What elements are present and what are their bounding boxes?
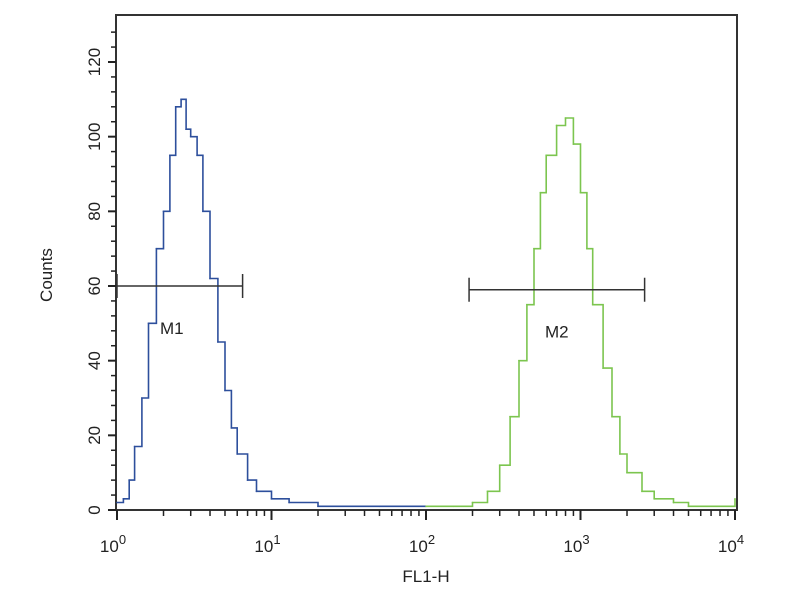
tick-base: 10 <box>409 537 428 556</box>
data-point <box>270 498 273 500</box>
data-point <box>452 505 455 508</box>
tick-base: 10 <box>718 537 737 556</box>
tick-base: 10 <box>100 537 119 556</box>
data-point <box>572 143 575 145</box>
data-point <box>122 498 125 500</box>
tick-base: 10 <box>254 537 273 556</box>
x-tick-label: 104 <box>718 532 744 556</box>
data-point <box>255 490 258 493</box>
y-tick-label: 20 <box>85 426 104 445</box>
data-point <box>116 501 118 504</box>
data-point <box>155 247 158 250</box>
y-tick-label: 80 <box>85 202 104 221</box>
marker-label: M2 <box>545 323 569 342</box>
data-point <box>672 501 675 504</box>
y-tick-label: 40 <box>85 351 104 370</box>
data-point <box>555 124 558 127</box>
data-point <box>498 464 501 467</box>
data-point <box>619 453 621 455</box>
tick-exponent: 1 <box>273 532 280 547</box>
x-axis-label: FL1-H <box>402 567 449 586</box>
data-point <box>185 128 187 130</box>
data-point <box>734 498 736 500</box>
data-point <box>209 277 211 280</box>
data-point <box>509 415 511 418</box>
plot-frame <box>115 14 738 511</box>
data-point <box>128 479 131 481</box>
data-point <box>591 303 594 306</box>
data-point <box>162 210 165 213</box>
data-point <box>224 389 226 392</box>
tick-exponent: 3 <box>582 532 589 547</box>
x-tick-label: 102 <box>409 532 435 556</box>
series-group <box>116 98 736 508</box>
data-point <box>579 191 582 194</box>
data-point <box>486 490 489 493</box>
data-point <box>236 453 239 455</box>
data-point <box>653 498 656 500</box>
marker-group: M1 M2 <box>116 274 646 342</box>
data-point <box>169 154 171 157</box>
x-tick-label: 103 <box>563 532 589 556</box>
y-tick-label: 60 <box>85 277 104 296</box>
data-point <box>147 322 150 325</box>
data-point <box>687 505 690 508</box>
data-point <box>196 154 198 157</box>
histogram-series-2 <box>426 117 736 508</box>
histogram-series-1 <box>117 98 426 508</box>
data-point <box>602 367 604 369</box>
x-tick-label: 101 <box>254 532 280 556</box>
data-point <box>141 397 143 399</box>
data-point <box>526 303 528 306</box>
data-point <box>545 154 548 157</box>
x-tick-label: 100 <box>100 532 126 556</box>
data-point <box>626 471 628 474</box>
tick-exponent: 2 <box>428 532 435 547</box>
marker-label: M1 <box>160 319 184 338</box>
data-point <box>288 501 290 504</box>
data-point <box>133 445 136 448</box>
data-point <box>564 117 567 119</box>
data-point <box>189 135 192 138</box>
data-point <box>202 210 204 213</box>
data-point <box>518 359 520 362</box>
data-point <box>586 247 588 250</box>
data-point <box>317 505 319 508</box>
data-point <box>425 505 427 508</box>
data-point <box>641 490 643 493</box>
data-point <box>539 191 542 194</box>
y-tick-label: 100 <box>85 122 104 150</box>
y-tick-label: 0 <box>85 505 104 514</box>
data-point <box>471 501 474 504</box>
data-point <box>230 427 233 429</box>
data-point <box>533 247 535 250</box>
y-tick-label: 120 <box>85 48 104 76</box>
data-point <box>217 341 219 343</box>
tick-exponent: 0 <box>119 532 126 547</box>
data-point <box>246 479 249 481</box>
y-axis: 0 20 40 60 80 100 120 <box>85 31 116 515</box>
tick-base: 10 <box>563 537 582 556</box>
data-point <box>180 98 182 101</box>
data-point <box>611 415 613 418</box>
y-axis-label: Counts <box>37 248 56 302</box>
data-point <box>378 505 381 508</box>
data-point <box>174 106 177 108</box>
tick-exponent: 4 <box>737 532 744 547</box>
x-axis: 100 101 102 103 104 <box>100 510 744 556</box>
